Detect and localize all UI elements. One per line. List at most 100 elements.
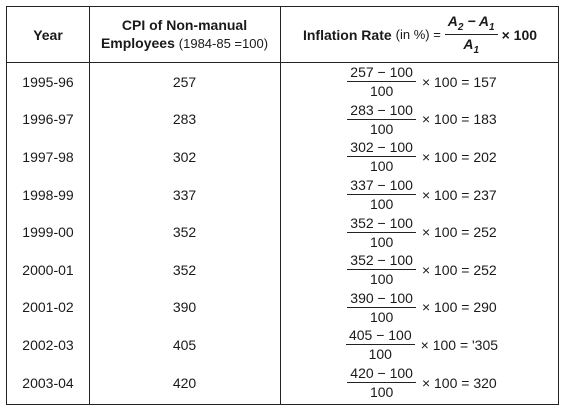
formula-numerator: A2 − A1 bbox=[444, 13, 498, 35]
header-rate-unit: (in %) = bbox=[395, 27, 441, 42]
cell-cpi: 352 bbox=[172, 224, 197, 241]
rate-expression: 405 − 100 100 × 100 = '305 bbox=[342, 327, 498, 362]
rate-fraction: 420 − 100 100 bbox=[347, 365, 416, 400]
rate-numerator: 337 − 100 bbox=[347, 177, 416, 196]
header-rate-formula: Inflation Rate (in %) = A2 − A1 A1 × 100 bbox=[303, 13, 537, 56]
rate-denominator: 100 bbox=[369, 384, 394, 401]
cell-inflation-rate: 405 − 100 100 × 100 = '305 bbox=[280, 326, 560, 364]
rate-expression: 352 − 100 100 × 100 = 252 bbox=[343, 252, 497, 287]
rate-numerator: 283 − 100 bbox=[347, 102, 416, 120]
cell-inflation-rate: 352 − 100 100 × 100 = 252 bbox=[280, 213, 560, 251]
column-divider-2 bbox=[280, 7, 281, 404]
rate-result: × 100 = 183 bbox=[421, 111, 497, 128]
rate-fraction: 390 − 100 100 bbox=[347, 290, 416, 325]
rate-result: × 100 = 237 bbox=[421, 186, 497, 203]
header-cpi-line2: Employees (1984-85 =100) bbox=[101, 34, 268, 53]
rate-denominator: 100 bbox=[369, 233, 394, 250]
cell-cpi: 257 bbox=[172, 73, 197, 90]
table-row: 1999-00 352 352 − 100 100 × 100 = 252 bbox=[7, 213, 558, 251]
cell-cpi: 337 bbox=[172, 186, 197, 203]
cell-inflation-rate: 420 − 100 100 × 100 = 320 bbox=[280, 364, 560, 402]
rate-fraction: 257 − 100 100 bbox=[347, 64, 416, 99]
rate-fraction: 337 − 100 100 bbox=[347, 177, 416, 212]
header-divider bbox=[7, 62, 558, 63]
cell-year: 2002-03 bbox=[22, 336, 74, 353]
rate-denominator: 100 bbox=[369, 196, 394, 213]
table-row: 1997-98 302 302 − 100 100 × 100 = 202 bbox=[7, 138, 558, 176]
header-cpi-employees: Employees bbox=[100, 35, 175, 51]
rate-numerator: 302 − 100 bbox=[347, 139, 416, 158]
cell-year: 1998-99 bbox=[22, 186, 74, 203]
cell-inflation-rate: 283 − 100 100 × 100 = 183 bbox=[280, 101, 560, 139]
rate-fraction: 283 − 100 100 bbox=[347, 102, 416, 137]
rate-expression: 390 − 100 100 × 100 = 290 bbox=[343, 290, 497, 325]
table-row: 2002-03 405 405 − 100 100 × 100 = '305 bbox=[7, 326, 558, 364]
rate-denominator: 100 bbox=[369, 83, 394, 100]
rate-expression: 257 − 100 100 × 100 = 157 bbox=[343, 64, 497, 99]
header-rate-label: Inflation Rate bbox=[302, 26, 392, 43]
cell-cpi: 283 bbox=[172, 111, 197, 128]
rate-numerator: 257 − 100 bbox=[347, 64, 416, 83]
cell-cpi: 405 bbox=[172, 336, 197, 353]
cell-inflation-rate: 337 − 100 100 × 100 = 237 bbox=[280, 176, 560, 214]
rate-numerator: 352 − 100 bbox=[347, 215, 416, 233]
cell-inflation-rate: 352 − 100 100 × 100 = 252 bbox=[280, 251, 560, 289]
rate-result: × 100 = 202 bbox=[421, 148, 497, 165]
cell-cpi: 420 bbox=[172, 374, 197, 391]
formula-tail: × 100 bbox=[501, 26, 538, 43]
rate-numerator: 352 − 100 bbox=[347, 252, 416, 271]
rate-numerator: 420 − 100 bbox=[347, 365, 416, 384]
rate-fraction: 302 − 100 100 bbox=[347, 139, 416, 174]
header-formula-fraction: A2 − A1 A1 bbox=[444, 13, 498, 56]
rate-expression: 420 − 100 100 × 100 = 320 bbox=[343, 365, 497, 400]
header-cpi-base: (1984-85 =100) bbox=[178, 36, 269, 51]
rate-result: × 100 = 320 bbox=[421, 374, 497, 391]
rate-result: × 100 = 252 bbox=[421, 261, 497, 278]
cell-inflation-rate: 257 − 100 100 × 100 = 157 bbox=[280, 63, 560, 101]
cell-year: 2000-01 bbox=[22, 261, 74, 278]
rate-expression: 352 − 100 100 × 100 = 252 bbox=[343, 215, 497, 250]
rate-result: × 100 = 252 bbox=[421, 224, 497, 241]
rate-expression: 283 − 100 100 × 100 = 183 bbox=[343, 102, 497, 137]
header-cpi-line1: CPI of Non-manual bbox=[121, 17, 248, 33]
rate-expression: 337 − 100 100 × 100 = 237 bbox=[343, 177, 497, 212]
cell-cpi: 302 bbox=[172, 148, 197, 165]
cell-year: 1995-96 bbox=[22, 73, 74, 90]
inflation-table: Year CPI of Non-manual Employees (1984-8… bbox=[6, 6, 559, 405]
rate-numerator: 405 − 100 bbox=[345, 327, 415, 346]
rate-denominator: 100 bbox=[369, 120, 394, 137]
header-year-label: Year bbox=[33, 26, 63, 43]
rate-fraction: 405 − 100 100 bbox=[345, 327, 415, 363]
cell-year: 1997-98 bbox=[22, 148, 74, 165]
rate-numerator: 390 − 100 bbox=[347, 290, 416, 308]
table-row: 2000-01 352 352 − 100 100 × 100 = 252 bbox=[7, 251, 558, 289]
table-row: 2001-02 390 390 − 100 100 × 100 = 290 bbox=[7, 289, 558, 327]
header-cpi: CPI of Non-manual Employees (1984-85 =10… bbox=[89, 7, 280, 62]
rate-denominator: 100 bbox=[369, 308, 394, 325]
column-divider-1 bbox=[89, 7, 90, 404]
formula-denominator: A1 bbox=[463, 36, 480, 56]
table-row: 2003-04 420 420 − 100 100 × 100 = 320 bbox=[7, 364, 558, 402]
rate-result: × 100 = 157 bbox=[421, 73, 497, 90]
cell-cpi: 352 bbox=[172, 261, 197, 278]
rate-expression: 302 − 100 100 × 100 = 202 bbox=[343, 139, 497, 174]
table-row: 1998-99 337 337 − 100 100 × 100 = 237 bbox=[7, 176, 558, 214]
header-rate: Inflation Rate (in %) = A2 − A1 A1 × 100 bbox=[280, 7, 560, 62]
rate-fraction: 352 − 100 100 bbox=[347, 215, 416, 250]
cell-year: 2003-04 bbox=[22, 374, 74, 391]
rate-result: × 100 = 290 bbox=[421, 299, 497, 316]
rate-denominator: 100 bbox=[369, 271, 394, 288]
rate-fraction: 352 − 100 100 bbox=[347, 252, 416, 287]
cell-year: 1999-00 bbox=[22, 224, 74, 241]
rate-denominator: 100 bbox=[369, 158, 394, 175]
cell-inflation-rate: 390 − 100 100 × 100 = 290 bbox=[280, 289, 560, 327]
header-year: Year bbox=[7, 7, 89, 62]
table-row: 1996-97 283 283 − 100 100 × 100 = 183 bbox=[7, 101, 558, 139]
table-row: 1995-96 257 257 − 100 100 × 100 = 157 bbox=[7, 63, 558, 101]
cell-cpi: 390 bbox=[172, 299, 197, 316]
cell-year: 1996-97 bbox=[22, 111, 74, 128]
rate-denominator: 100 bbox=[368, 346, 392, 363]
rate-result: × 100 = '305 bbox=[420, 336, 499, 353]
cell-year: 2001-02 bbox=[22, 299, 74, 316]
cell-inflation-rate: 302 − 100 100 × 100 = 202 bbox=[280, 138, 560, 176]
